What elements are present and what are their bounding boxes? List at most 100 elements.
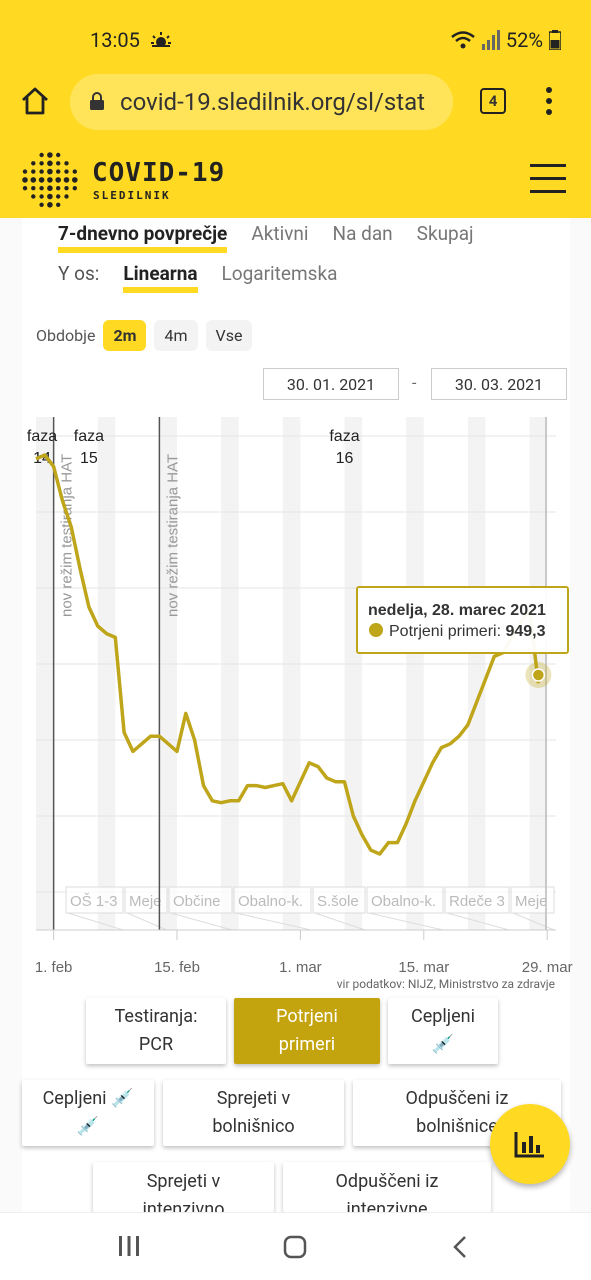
range-label: OŠ 1-3 [70,893,118,910]
recent-apps-icon[interactable] [118,1235,140,1257]
range-label: Meje [515,893,548,910]
address-bar[interactable]: covid-19.sledilnik.org/sl/stat [70,74,453,130]
weekend-band [406,417,424,930]
series-hospitalized-button[interactable]: Sprejeti v bolnišnico [163,1080,344,1146]
period-label: Obdobje [36,326,96,345]
url-text: covid-19.sledilnik.org/sl/stat [120,88,425,116]
range-box [510,886,555,914]
status-time: 13:05 [90,28,140,52]
chart-tooltip [356,586,569,654]
date-to-input[interactable]: 30. 03. 2021 [431,368,567,400]
x-tick-label: 1. mar [279,959,322,976]
weekend-band [97,417,116,930]
yaxis-linear[interactable]: Linearna [123,262,198,293]
range-box [444,886,510,914]
weekend-band [282,417,301,930]
phase-label: faza [74,428,104,445]
hover-point [531,668,546,682]
view-tabs: 7-dnevno povprečje Aktivni Na dan Skupaj [58,222,474,253]
range-box [233,886,312,914]
bar-chart-icon [514,1132,544,1158]
date-from-input[interactable]: 30. 01. 2021 [263,368,399,400]
android-nav-bar [0,1212,591,1280]
range-label: Obalno-k. [371,893,436,910]
series-icu-admitted-button[interactable]: Sprejeti v intenzivno [93,1162,274,1212]
cases-line-chart[interactable]: OŠ 1-3 Meje Občine Obalno-k. S.šole Obalno-k.… [0,405,591,977]
range-connector [368,912,444,931]
signal-icon [481,30,500,50]
battery-level: 52% [505,28,543,52]
weekend-band [467,417,486,930]
period-4m[interactable]: 4m [154,320,198,351]
weekend-band [221,417,239,930]
phase-number: 14 [33,450,51,467]
back-icon[interactable] [452,1235,468,1259]
range-connector [446,912,510,931]
confirmed-cases-line [35,453,541,856]
series-vaccinated-button[interactable]: Cepljeni 💉 [388,998,498,1064]
phase-number: 15 [80,450,98,467]
tab-7day-average[interactable]: 7-dnevno povprečje [58,222,228,253]
yaxis-label: Y os: [58,262,100,285]
range-connector [126,912,168,931]
weekend-band [159,417,178,930]
battery-icon [549,30,561,50]
range-connector [170,912,233,931]
weekend-band [344,417,363,930]
series-fully-vaccinated-button[interactable]: Cepljeni 💉 💉 [22,1080,154,1146]
range-label: Občine [173,893,221,910]
policy-marker-label: nov režim testiranja HAT [59,454,76,617]
period-all[interactable]: Vse [205,320,253,351]
yaxis-selector: Y os: Linearna Logaritemska [58,262,337,293]
lock-icon [90,92,104,110]
chart-menu-fab[interactable] [490,1104,570,1184]
hamburger-menu-icon[interactable] [530,164,566,194]
site-subtitle: SLEDILNIK [93,189,171,202]
series-confirmed-cases-button[interactable]: Potrjeni primeri [234,998,380,1064]
tooltip-value: Potrjeni primeri: 949,3 [389,623,546,640]
weekend-band [36,417,54,930]
site-title[interactable]: COVID-19 [92,158,226,188]
yaxis-log[interactable]: Logaritemska [221,262,338,285]
policy-marker-label: nov režim testiranja HAT [164,454,181,617]
x-tick-label: 15. mar [398,959,449,976]
range-connector [235,912,312,931]
range-label: Rdeče 3 [449,893,505,910]
site-header: COVID-19 SLEDILNIK [0,142,591,218]
weather-icon [151,32,171,47]
range-connector [314,912,366,931]
range-box [65,886,124,914]
wifi-icon [451,31,475,49]
x-tick-label: 15. feb [154,959,200,976]
browser-toolbar: covid-19.sledilnik.org/sl/stat 4 [0,70,591,142]
range-label: S.šole [317,893,359,910]
status-bar: 13:05 52% [0,0,591,70]
series-testing-pcr-button[interactable]: Testiranja: PCR [86,998,226,1064]
tab-switcher-button[interactable]: 4 [480,88,506,114]
x-tick-label: 1. feb [35,959,73,976]
period-2m[interactable]: 2m [103,320,147,351]
tab-daily[interactable]: Na dan [332,222,393,245]
phase-label: faza [329,428,359,445]
phase-number: 16 [336,450,354,467]
more-menu-icon[interactable] [545,86,553,116]
tooltip-series-dot [369,623,383,637]
date-separator: - [412,373,417,392]
x-tick-label: 29. mar [522,959,573,976]
range-label: Meje [129,893,162,910]
range-connector [512,912,555,931]
data-source: vir podatkov: NIJZ, Ministrstvo za zdrav… [336,977,555,991]
series-icu-discharged-button[interactable]: Odpuščeni iz intenzivne [283,1162,491,1212]
range-box [366,886,444,914]
range-label: Obalno-k. [238,893,303,910]
tab-active[interactable]: Aktivni [251,222,309,245]
phase-label: faza [27,428,57,445]
tooltip-date: nedelja, 28. marec 2021 [368,602,546,619]
range-box [312,886,366,914]
home-nav-icon[interactable] [283,1235,307,1259]
tab-total[interactable]: Skupaj [416,222,474,245]
home-icon[interactable] [20,86,50,116]
range-connector [67,912,124,931]
range-box [168,886,233,914]
logo-icon[interactable] [20,150,80,210]
